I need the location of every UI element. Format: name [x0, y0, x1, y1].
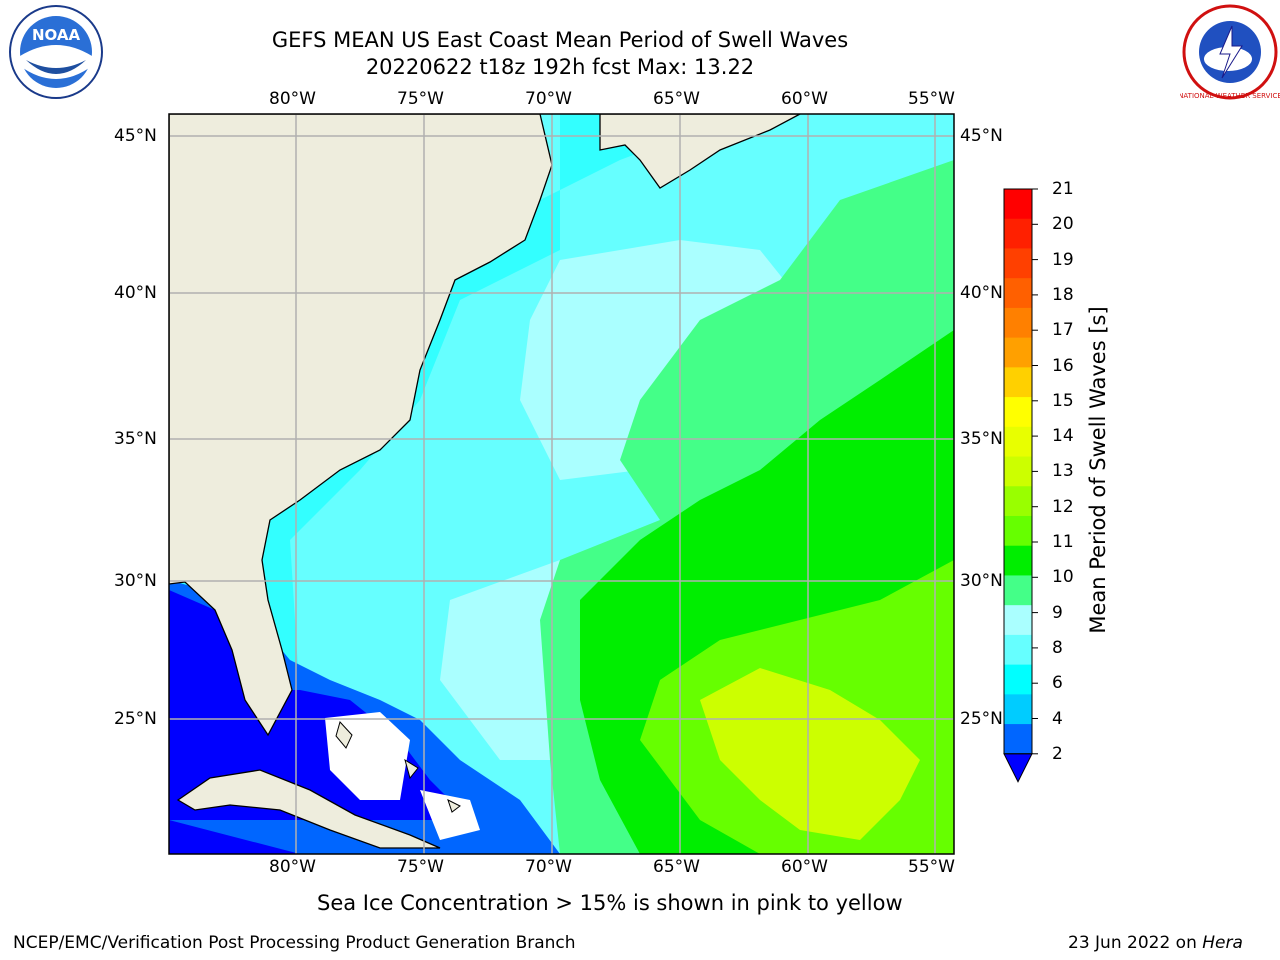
colorbar-swatch	[1004, 634, 1032, 666]
colorbar-tick-label: 14	[1052, 426, 1074, 447]
colorbar-tick-label: 17	[1052, 320, 1074, 341]
lon-label-top: 60°W	[781, 89, 828, 109]
lon-label-bottom: 60°W	[781, 857, 828, 877]
sea-ice-note: Sea Ice Concentration > 15% is shown in …	[317, 891, 903, 915]
colorbar-extend-triangle	[1003, 753, 1033, 783]
lat-label-right: 30°N	[960, 571, 1003, 591]
noaa-logo-icon: NOAA	[9, 5, 103, 99]
colorbar-tick-label: 10	[1052, 567, 1074, 588]
colorbar-swatch	[1004, 278, 1032, 309]
lon-label-bottom: 70°W	[525, 857, 572, 877]
colorbar-tick-label: 8	[1052, 637, 1063, 658]
lat-label-left: 25°N	[114, 709, 157, 729]
colorbar-swatch	[1004, 456, 1032, 487]
colorbar-swatch	[1004, 575, 1032, 606]
colorbar-swatch	[1004, 515, 1032, 547]
colorbar-swatch	[1004, 337, 1032, 368]
map-frame	[168, 113, 955, 855]
nws-logo-icon: NATIONAL WEATHER SERVICE	[1180, 4, 1280, 100]
colorbar-swatch	[1004, 724, 1032, 755]
colorbar-swatch	[1004, 307, 1032, 339]
colorbar-swatch	[1004, 486, 1032, 517]
colorbar-tick-label: 16	[1052, 355, 1074, 376]
lat-label-right: 45°N	[960, 126, 1003, 146]
lon-label-top: 55°W	[908, 89, 955, 109]
contour-yellow-green	[700, 668, 920, 840]
colorbar-tick-label: 9	[1052, 602, 1063, 623]
lon-label-top: 75°W	[397, 89, 444, 109]
colorbar-swatch	[1004, 248, 1032, 279]
colorbar-label: Mean Period of Swell Waves [s]	[1086, 306, 1110, 634]
lon-label-bottom: 80°W	[269, 857, 316, 877]
colorbar-tick-label: 13	[1052, 461, 1074, 482]
colorbar-tick-label: 19	[1052, 249, 1074, 270]
colorbar-tick-label: 4	[1052, 708, 1063, 729]
land-cuba	[176, 769, 441, 849]
land-us	[169, 114, 553, 737]
lat-label-left: 30°N	[114, 571, 157, 591]
lon-label-bottom: 55°W	[908, 857, 955, 877]
chart-title: GEFS MEAN US East Coast Mean Period of S…	[271, 28, 849, 52]
land-bahamas	[335, 721, 461, 813]
lat-label-right: 40°N	[960, 283, 1003, 303]
lat-label-right: 35°N	[960, 429, 1003, 449]
lon-label-bottom: 65°W	[653, 857, 700, 877]
colorbar-swatch	[1004, 367, 1032, 398]
graticule	[169, 114, 954, 854]
lon-label-bottom: 75°W	[397, 857, 444, 877]
colorbar-swatch	[1004, 397, 1032, 428]
nodata-patch	[325, 712, 480, 840]
date-text: 23 Jun 2022 on Hera	[1068, 933, 1243, 953]
colorbar-tick-label: 2	[1052, 743, 1063, 764]
colorbar	[1003, 188, 1038, 783]
noaa-logo-text: NOAA	[32, 26, 81, 44]
colorbar-tick-label: 6	[1052, 673, 1063, 694]
colorbar-swatch	[1004, 664, 1032, 695]
credit-text: NCEP/EMC/Verification Post Processing Pr…	[13, 933, 576, 953]
chart-subtitle: 20220622 t18z 192h fcst Max: 13.22	[365, 55, 755, 79]
colorbar-swatch	[1004, 426, 1032, 458]
lon-label-top: 70°W	[525, 89, 572, 109]
land-canada	[599, 114, 801, 189]
colorbar-swatch	[1004, 694, 1032, 725]
colorbar-swatch	[1004, 218, 1032, 249]
colorbar-tick-label: 21	[1052, 179, 1074, 199]
lat-label-left: 45°N	[114, 126, 157, 146]
colorbar-tick-label: 15	[1052, 390, 1074, 411]
colorbar-tick-label: 18	[1052, 284, 1074, 305]
colorbar-tick-label: 20	[1052, 214, 1074, 235]
colorbar-swatch	[1004, 605, 1032, 636]
lat-label-right: 25°N	[960, 709, 1003, 729]
lat-label-left: 35°N	[114, 429, 157, 449]
colorbar-tick-label: 11	[1052, 532, 1074, 552]
colorbar-swatch	[1004, 545, 1032, 576]
colorbar-tick-label: 12	[1052, 496, 1074, 517]
host-name: Hera	[1202, 933, 1243, 953]
colorbar-swatch	[1004, 189, 1032, 220]
lon-label-top: 65°W	[653, 89, 700, 109]
lon-label-top: 80°W	[269, 89, 316, 109]
nws-logo-text: NATIONAL WEATHER SERVICE	[1180, 92, 1280, 100]
lat-label-left: 40°N	[114, 283, 157, 303]
